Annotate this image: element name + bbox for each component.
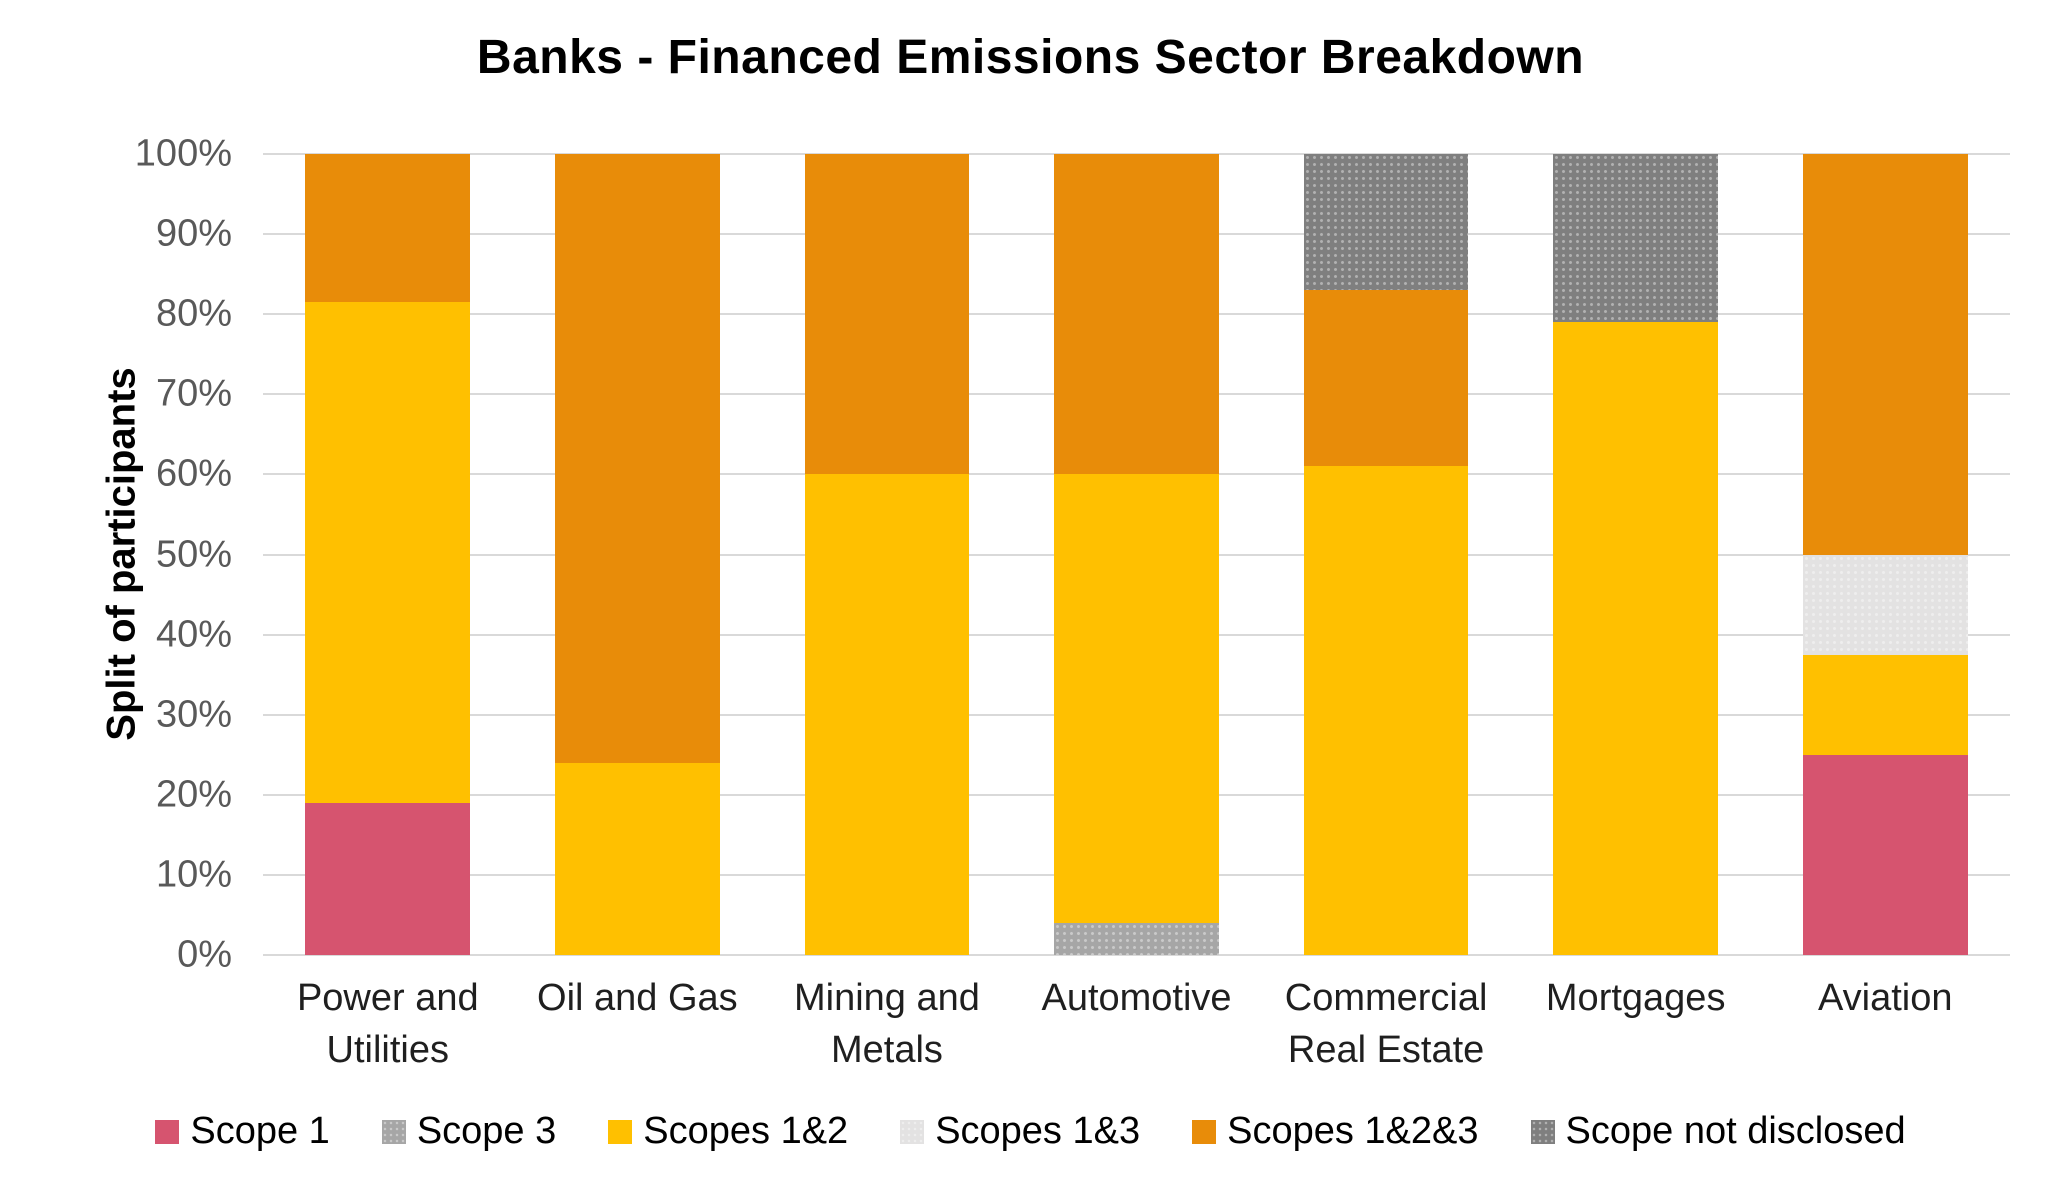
bar-segment: [1303, 466, 1469, 955]
x-category-label: Oil and Gas: [537, 977, 738, 1019]
legend-item: Scope 1: [155, 1110, 330, 1153]
legend-swatch-icon: [608, 1119, 633, 1144]
y-tick-label: 60%: [155, 452, 232, 495]
y-tick-label: 40%: [155, 613, 232, 656]
x-category-label: Mining and Metals: [793, 977, 980, 1072]
bar-segment: [1054, 922, 1219, 955]
x-category-label: Aviation: [1818, 977, 1953, 1019]
legend-item: Scopes 1&2&3: [1192, 1110, 1479, 1153]
stacked-bar: [1802, 154, 1968, 955]
bar-segment: [1054, 154, 1219, 475]
bar-segment: [1303, 154, 1469, 291]
bar-segment: [1802, 754, 1968, 955]
legend-swatch-icon: [1192, 1119, 1217, 1144]
bar-segment: [555, 154, 720, 763]
legend-swatch-icon: [900, 1119, 925, 1144]
y-tick-label: 80%: [155, 292, 232, 335]
legend-label: Scope 3: [416, 1110, 557, 1152]
bar-segment: [804, 154, 970, 475]
legend-label: Scopes 1&2&3: [1227, 1110, 1479, 1152]
bar-segment: [804, 474, 970, 955]
legend-item: Scopes 1&3: [900, 1110, 1140, 1153]
stacked-bar: [804, 154, 970, 955]
bar-segment: [1303, 290, 1469, 467]
stacked-bar: [1553, 154, 1719, 955]
legend-item: Scope not disclosed: [1530, 1110, 1906, 1153]
legend-label: Scopes 1&2: [643, 1110, 849, 1152]
legend-swatch-icon: [381, 1119, 406, 1144]
y-axis-ticks: 0% 10% 20% 30% 40% 50% 60% 70% 80% 90% 100%: [90, 133, 232, 976]
bar-segment: [305, 802, 471, 955]
plot-area: [263, 153, 2010, 956]
bar-column: [513, 154, 763, 955]
bar-column: [263, 154, 513, 955]
stacked-bar: [555, 154, 720, 955]
gridline: [263, 153, 2010, 155]
y-tick-label: 0%: [177, 933, 232, 976]
bar-segment: [1802, 654, 1968, 755]
legend: Scope 1 Scope 3 Scopes 1&2 Scopes 1&3 Scopes…: [0, 1110, 2061, 1153]
bar-segment: [555, 762, 720, 955]
stacked-bar: [1054, 154, 1219, 955]
bar-column: [1511, 154, 1761, 955]
x-axis-labels: Power and Utilities Oil and Gas Mining and…: [263, 972, 2010, 1077]
bar-segment: [305, 302, 471, 803]
bar-segment: [305, 154, 471, 303]
bar-column: [1012, 154, 1262, 955]
legend-swatch-icon: [1530, 1119, 1555, 1144]
bar-segment: [1553, 322, 1719, 955]
bar-segment: [1553, 154, 1719, 323]
y-tick-label: 90%: [155, 212, 232, 255]
x-category-label: Mortgages: [1545, 977, 1726, 1019]
x-category-label: Power and Utilities: [296, 977, 479, 1072]
y-tick-label: 50%: [155, 533, 232, 575]
y-tick-label: 20%: [155, 773, 232, 816]
legend-item: Scope 3: [381, 1110, 557, 1153]
legend-label: Scope 1: [190, 1110, 330, 1152]
bar-column: [1760, 154, 2010, 955]
y-tick-label: 10%: [155, 853, 232, 896]
legend-label: Scope not disclosed: [1565, 1110, 1906, 1152]
legend-swatch-icon: [155, 1119, 180, 1144]
stacked-bar: [305, 154, 471, 955]
stacked-bar: [1303, 154, 1469, 955]
x-category-label: Automotive: [1041, 977, 1232, 1019]
bar-segment: [1802, 154, 1968, 555]
legend-item: Scopes 1&2: [608, 1110, 848, 1153]
bar-segment: [1802, 554, 1968, 655]
bar-column: [1261, 154, 1511, 955]
x-category-label: Commercial Real Estate: [1284, 977, 1488, 1072]
gridline: [263, 954, 2010, 956]
y-tick-label: 100%: [134, 132, 232, 175]
y-tick-label: 30%: [155, 693, 232, 736]
bars: [263, 154, 2010, 955]
y-tick-label: 70%: [155, 372, 232, 415]
bar-segment: [1054, 474, 1219, 923]
bar-column: [762, 154, 1012, 955]
chart-title: Banks - Financed Emissions Sector Breakd…: [476, 31, 1585, 84]
legend-label: Scopes 1&3: [935, 1110, 1141, 1152]
